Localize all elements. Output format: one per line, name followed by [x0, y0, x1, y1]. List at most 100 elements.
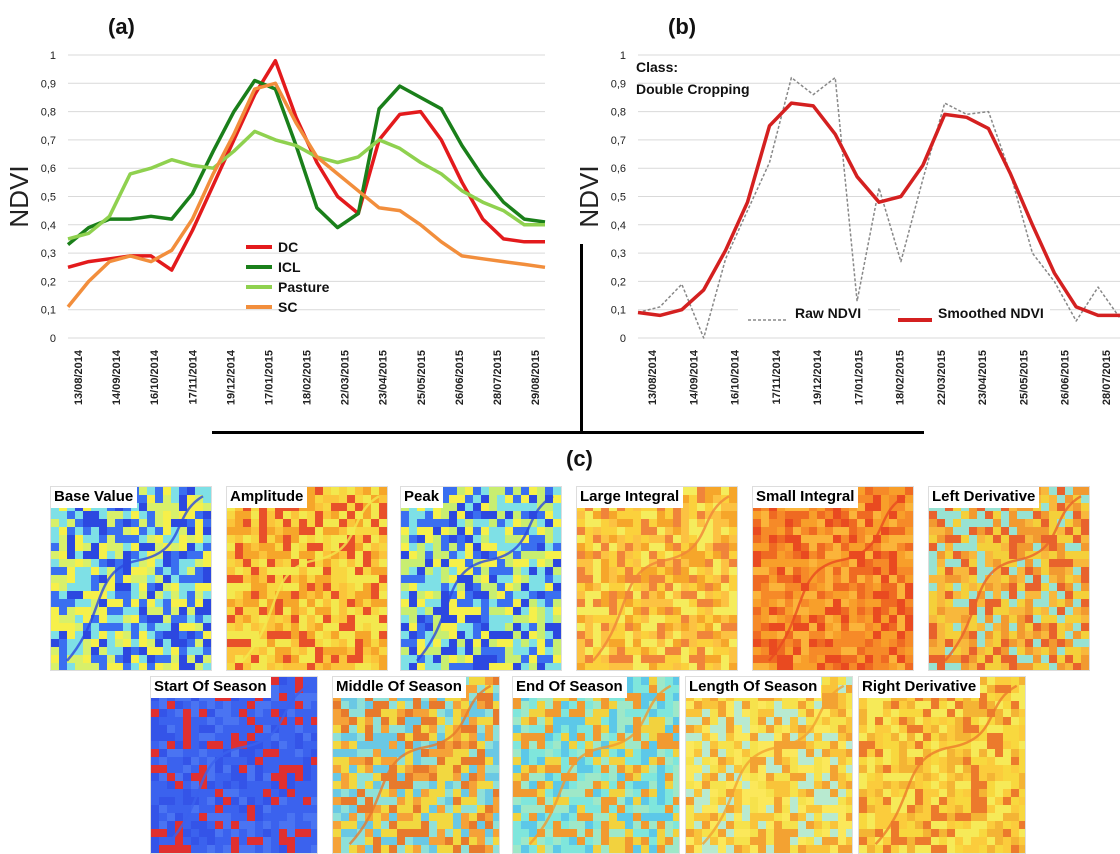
legend-label: Raw NDVI — [795, 305, 861, 321]
x-tick-label: 16/10/2014 — [149, 349, 161, 405]
y-tick-label: 0,4 — [41, 220, 56, 232]
y-tick-label: 1 — [50, 50, 56, 62]
x-tick-label: 18/02/2015 — [895, 350, 907, 405]
x-tick-label: 19/12/2014 — [812, 349, 824, 405]
x-tick-label: 26/06/2015 — [454, 350, 466, 405]
y-tick-label: 0,2 — [611, 276, 626, 288]
y-tick-label: 0,8 — [611, 107, 626, 119]
map-texture — [51, 487, 211, 670]
map-small-integral: Small Integral — [752, 486, 914, 671]
y-tick-label: 0,2 — [41, 276, 56, 288]
legend-background — [738, 302, 868, 322]
legend-background — [900, 302, 1050, 322]
series-line-sc — [66, 81, 546, 309]
legend-label: Smoothed NDVI — [938, 305, 1044, 321]
map-label: Start Of Season — [151, 677, 271, 698]
panel-label-b: (b) — [668, 14, 697, 39]
x-tick-label: 17/01/2015 — [853, 350, 865, 405]
series-line-raw-ndvi — [637, 76, 1120, 339]
y-tick-label: 0,9 — [41, 78, 56, 90]
map-amplitude: Amplitude — [226, 486, 388, 671]
y-tick-label: 1 — [620, 50, 626, 62]
y-tick-label: 0,4 — [611, 220, 626, 232]
map-peak: Peak — [400, 486, 562, 671]
map-texture — [227, 487, 387, 670]
x-tick-label: 13/08/2014 — [647, 349, 659, 405]
map-texture — [577, 487, 737, 670]
chart-b: 0 0,1 0,2 0,3 0,4 0,5 0,6 0,7 0,8 0,9 1 NDVI 13/08/2… — [580, 50, 1120, 405]
map-length-of-season: Length Of Season — [685, 676, 853, 854]
y-tick-label: 0,1 — [611, 305, 626, 317]
map-label: Small Integral — [753, 487, 859, 508]
series-line-icl — [66, 78, 546, 246]
x-tick-label: 18/02/2015 — [302, 350, 314, 405]
map-label: Left Derivative — [929, 487, 1040, 508]
chart-a: 0 0,1 0,2 0,3 0,4 0,5 0,6 0,7 0,8 0,9 1 NDVI 13/08/2… — [4, 50, 546, 405]
y-axis-label: NDVI — [580, 165, 604, 227]
y-tick-label: 0,9 — [611, 78, 626, 90]
legend-label: SC — [278, 299, 297, 315]
map-middle-of-season: Middle Of Season — [332, 676, 500, 854]
map-texture — [686, 677, 852, 853]
series-line-pasture — [67, 129, 545, 241]
panel-label-a: (a) — [108, 14, 135, 39]
x-tick-label: 23/04/2015 — [977, 350, 989, 405]
y-tick-label: 0,7 — [41, 135, 56, 147]
map-label: Peak — [401, 487, 444, 508]
y-tick-label: 0,6 — [611, 163, 626, 175]
map-label: Middle Of Season — [333, 677, 466, 698]
y-tick-label: 0,8 — [41, 107, 56, 119]
x-tick-label: 25/05/2015 — [416, 350, 428, 405]
x-tick-label: 14/09/2014 — [111, 349, 123, 405]
x-tick-label: 23/04/2015 — [378, 350, 390, 405]
x-tick-label: 14/09/2014 — [688, 349, 700, 405]
map-texture — [513, 677, 679, 853]
map-base-value: Base Value — [50, 486, 212, 671]
panel-label-c: (c) — [566, 446, 593, 471]
x-tick-label: 25/05/2015 — [1018, 350, 1030, 405]
y-tick-label: 0 — [50, 333, 56, 345]
x-tick-label: 28/07/2015 — [1101, 350, 1113, 405]
x-tick-label: 17/11/2014 — [187, 349, 199, 404]
map-end-of-season: End Of Season — [512, 676, 680, 854]
y-tick-label: 0,5 — [41, 192, 56, 204]
horizontal-divider — [212, 431, 924, 434]
x-tick-label: 28/07/2015 — [492, 350, 504, 405]
x-tick-label: 22/03/2015 — [936, 350, 948, 405]
x-tick-label: 17/11/2014 — [771, 349, 783, 404]
x-tick-label: 13/08/2014 — [73, 349, 85, 405]
map-texture — [333, 677, 499, 853]
map-texture — [753, 487, 913, 670]
map-label: Right Derivative — [859, 677, 981, 698]
y-tick-label: 0,7 — [611, 135, 626, 147]
y-axis-label: NDVI — [4, 165, 34, 227]
map-left-derivative: Left Derivative — [928, 486, 1090, 671]
x-tick-label: 29/08/2015 — [530, 350, 542, 405]
y-tick-label: 0,5 — [611, 192, 626, 204]
x-tick-label: 26/06/2015 — [1060, 350, 1072, 405]
x-tick-label: 19/12/2014 — [225, 349, 237, 405]
legend-label: ICL — [278, 259, 301, 275]
map-large-integral: Large Integral — [576, 486, 738, 671]
y-tick-label: 0,3 — [41, 248, 56, 260]
vertical-divider — [580, 244, 583, 432]
y-tick-label: 0,6 — [41, 163, 56, 175]
x-tick-label: 22/03/2015 — [340, 350, 352, 405]
x-tick-label: 16/10/2014 — [730, 349, 742, 405]
map-label: Large Integral — [577, 487, 684, 508]
map-texture — [401, 487, 561, 670]
map-right-derivative: Right Derivative — [858, 676, 1026, 854]
y-tick-label: 0,3 — [611, 248, 626, 260]
legend-label: Pasture — [278, 279, 330, 295]
class-annotation: Double Cropping — [636, 81, 750, 97]
x-tick-label: 17/01/2015 — [263, 350, 275, 405]
map-label: End Of Season — [513, 677, 627, 698]
y-tick-label: 0 — [620, 333, 626, 345]
y-tick-label: 0,1 — [41, 305, 56, 317]
map-texture — [859, 677, 1025, 853]
map-label: Base Value — [51, 487, 138, 508]
map-texture — [151, 677, 317, 853]
series-line-smoothed-ndvi — [637, 101, 1120, 318]
legend-label: DC — [278, 239, 298, 255]
map-label: Length Of Season — [686, 677, 822, 698]
